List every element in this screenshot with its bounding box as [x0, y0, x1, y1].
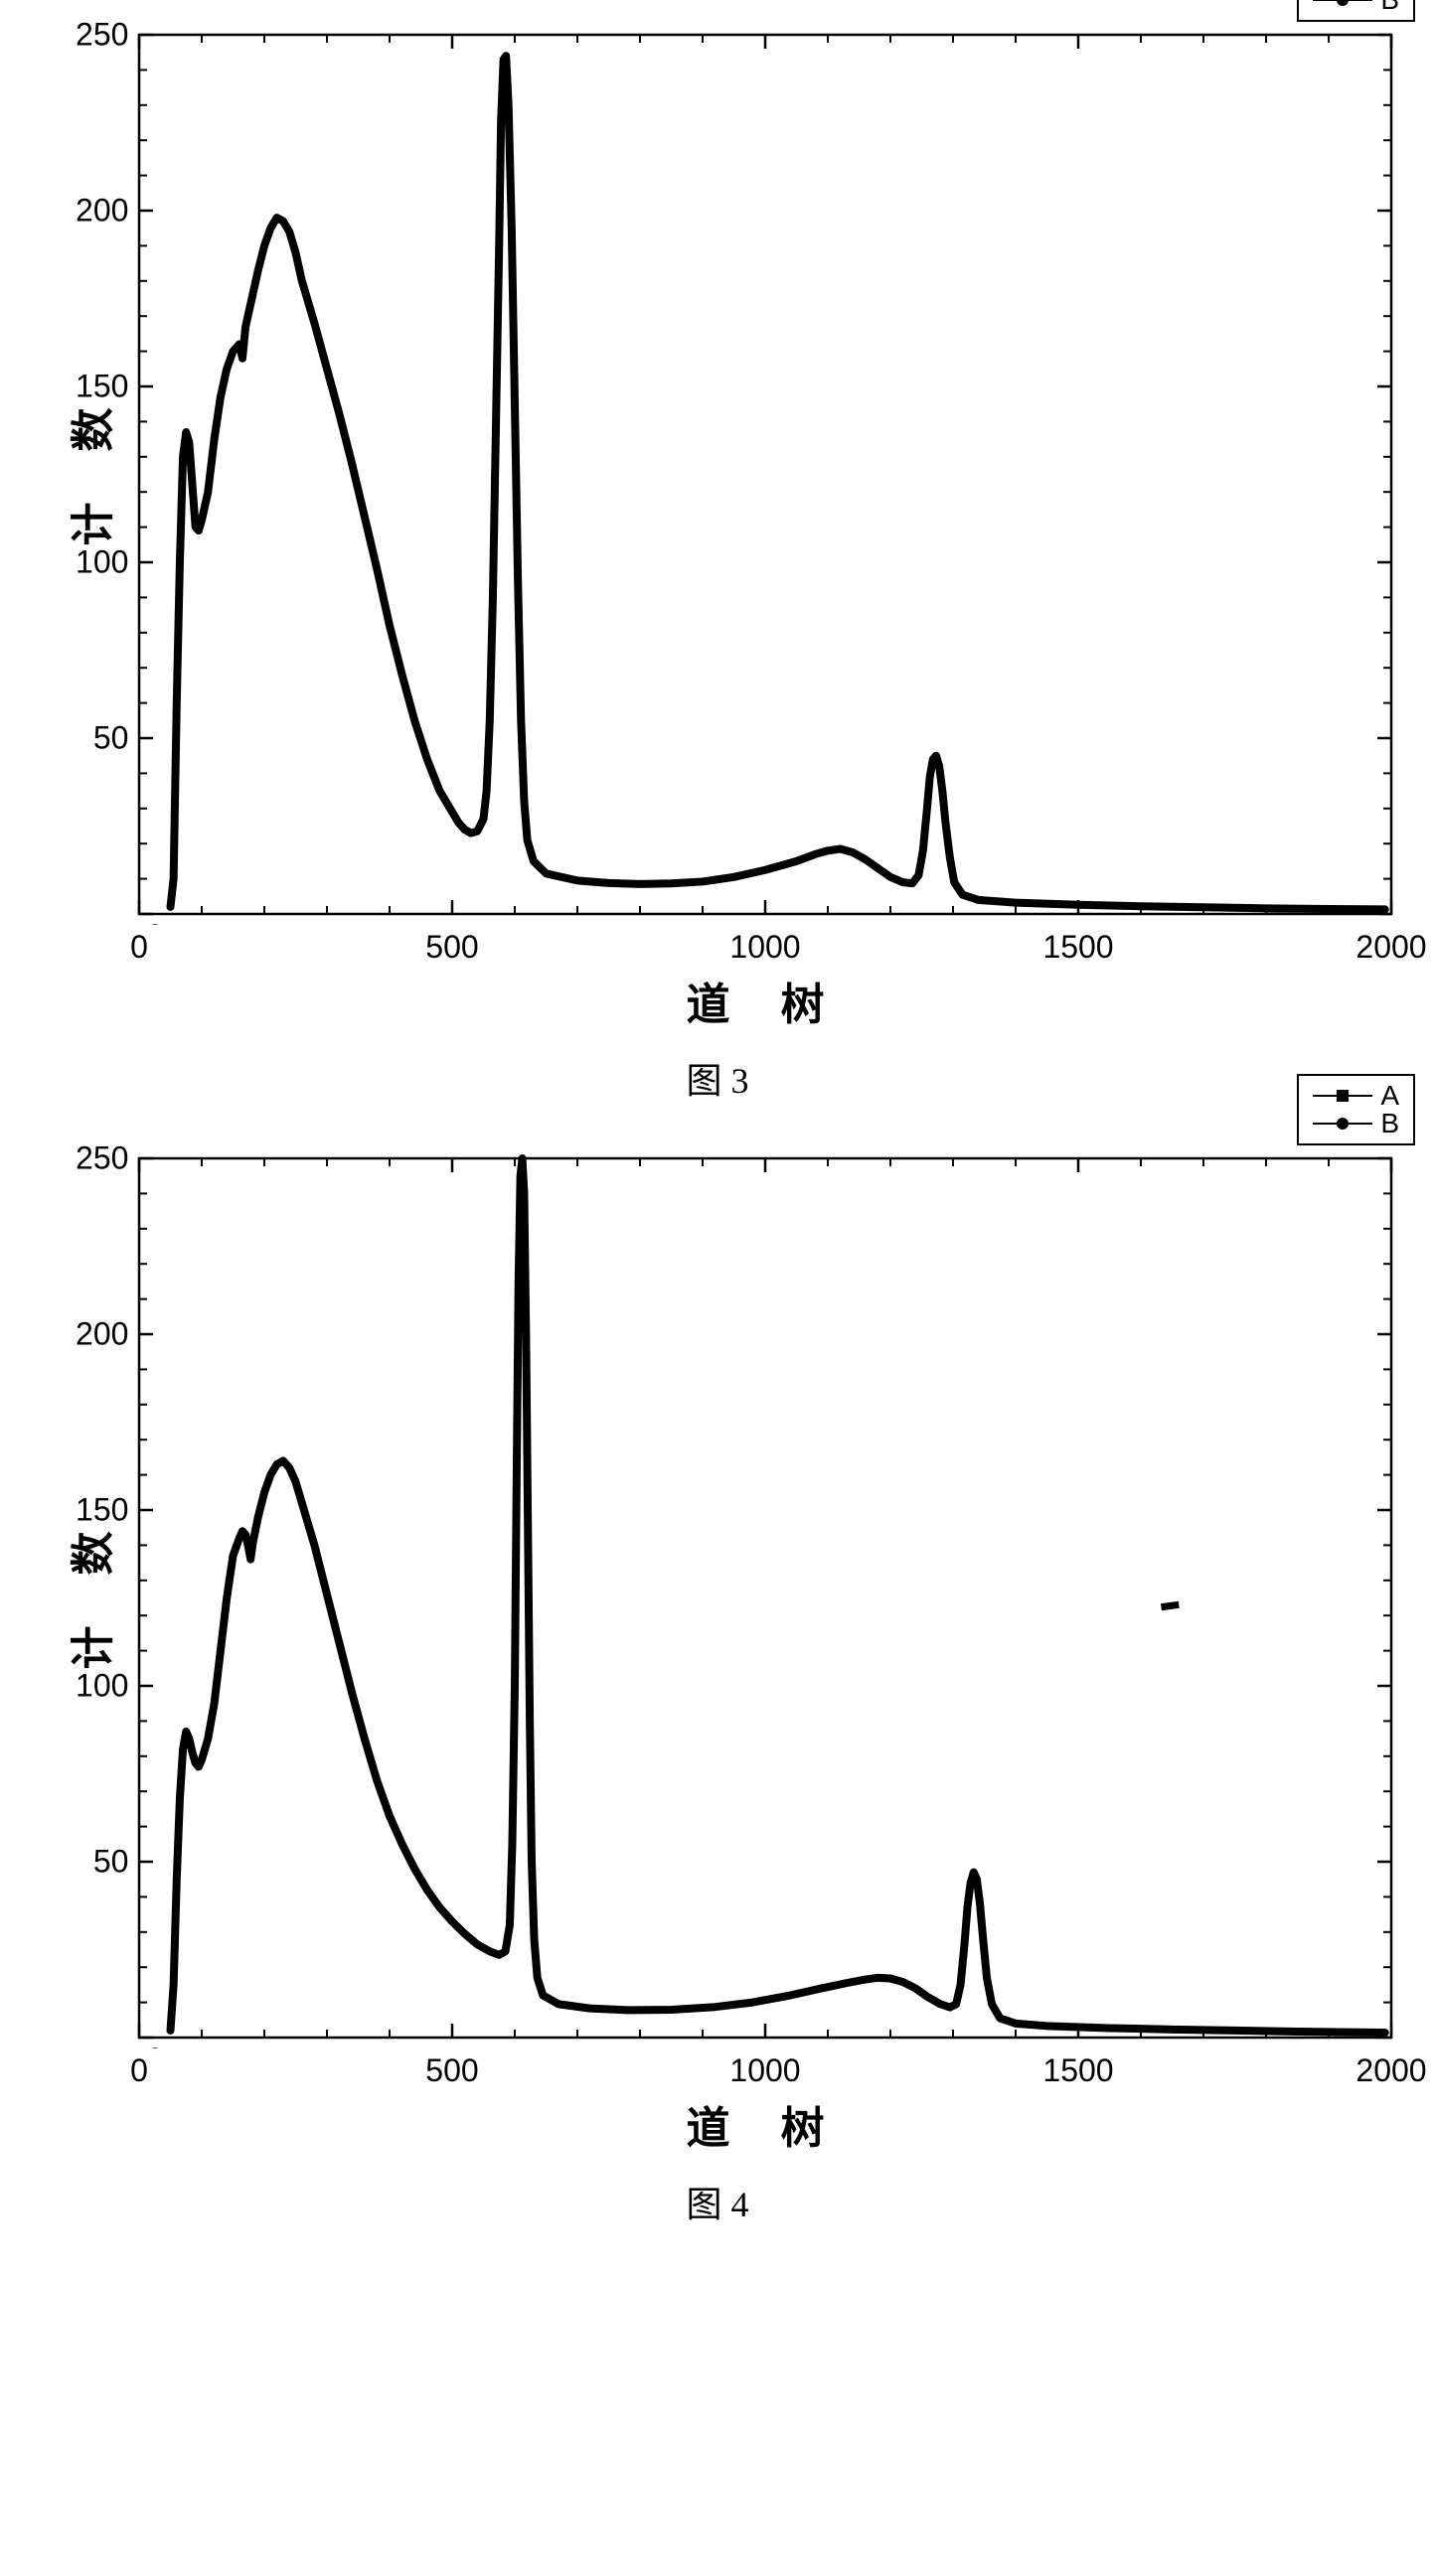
legend-item: A: [1313, 1082, 1399, 1110]
legend: AB: [1297, 0, 1415, 22]
legend-label: B: [1380, 1108, 1399, 1139]
legend-line-icon: [1313, 0, 1372, 1]
square-marker-icon: [1337, 1090, 1349, 1102]
legend-label: B: [1380, 0, 1399, 16]
legend: AB: [1297, 1074, 1415, 1145]
chart-svg: [129, 1134, 1401, 2047]
xtick-label: 2000: [1355, 2052, 1426, 2089]
x-axis-label: 道 树: [129, 2092, 1401, 2156]
plot-area: AB: [129, 10, 1435, 924]
legend-line-icon: [1313, 1095, 1372, 1097]
xtick-label: 500: [425, 2052, 478, 2089]
xtick-labels: 0 500 1000 1500 2000: [129, 924, 1435, 964]
legend-item: B: [1313, 1110, 1399, 1137]
xtick-label: 2000: [1355, 929, 1426, 966]
circle-marker-icon: [1337, 0, 1349, 6]
chart-block-0: 计 数0500010000150002000025000AB0500100015…: [0, 10, 1435, 1104]
xtick-label: 1500: [1042, 929, 1113, 966]
legend-item: B: [1313, 0, 1399, 14]
xtick-label: 0: [130, 2052, 148, 2089]
circle-marker-icon: [1337, 1118, 1349, 1130]
xtick-labels: 0 500 1000 1500 2000: [129, 2047, 1435, 2087]
xtick-label: 1000: [729, 2052, 800, 2089]
xtick-label: 1000: [729, 929, 800, 966]
plot-area: AB: [129, 1134, 1435, 2047]
legend-line-icon: [1313, 1123, 1372, 1125]
chart-block-1: 计 数0500010000150002000025000AB0500100015…: [0, 1134, 1435, 2227]
xtick-label: 500: [425, 929, 478, 966]
chart-svg: [129, 10, 1401, 924]
x-axis-label: 道 树: [129, 969, 1401, 1032]
figure-caption: 图 3: [0, 1052, 1435, 1104]
figure-caption: 图 4: [0, 2176, 1435, 2227]
xtick-label: 0: [130, 929, 148, 966]
xtick-label: 1500: [1042, 2052, 1113, 2089]
